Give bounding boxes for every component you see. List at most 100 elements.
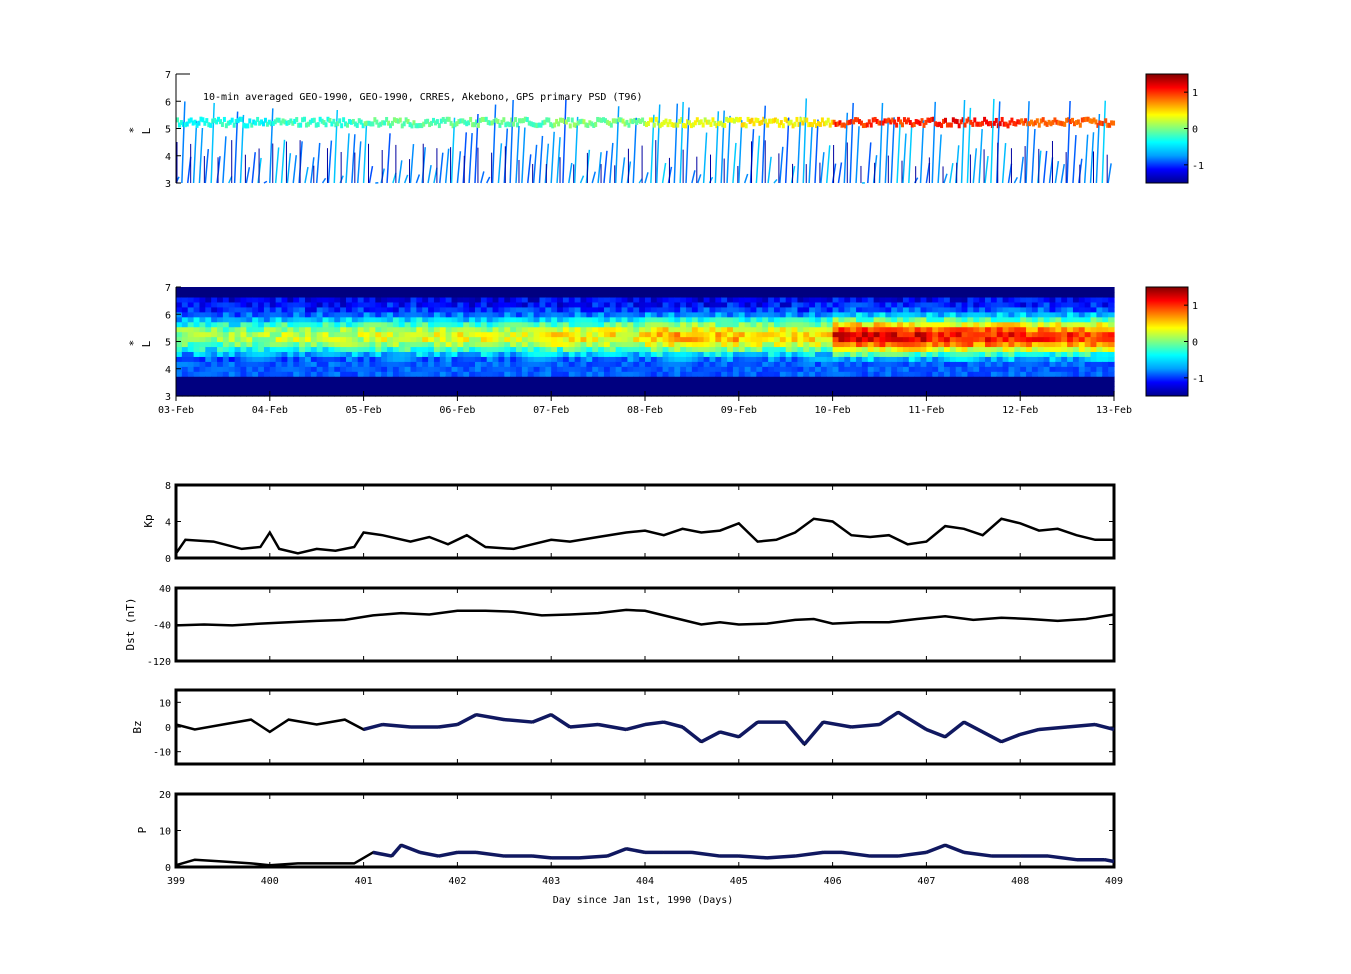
y-tick-label: 4 xyxy=(165,518,171,529)
psd-reanalysis-cell xyxy=(727,296,734,303)
psd-reanalysis-cell xyxy=(832,306,840,313)
psd-reanalysis-cell xyxy=(1090,311,1098,318)
psd-reanalysis-cell xyxy=(1090,341,1098,348)
psd-reanalysis-cell xyxy=(815,301,822,308)
psd-reanalysis-cell xyxy=(709,361,716,367)
psd-reanalysis-cell xyxy=(797,326,804,333)
psd-reanalysis-cell xyxy=(504,376,511,382)
psd-reanalysis-cell xyxy=(545,361,552,367)
psd-observation-cell xyxy=(254,120,258,126)
psd-observation-cell xyxy=(899,119,903,125)
psd-reanalysis-cell xyxy=(516,291,523,298)
psd-reanalysis-cell xyxy=(351,351,359,357)
psd-observation-pass xyxy=(456,151,462,184)
psd-reanalysis-cell xyxy=(304,366,312,372)
psd-reanalysis-cell xyxy=(662,351,670,357)
psd-reanalysis-cell xyxy=(938,386,945,392)
psd-observation-cell xyxy=(1076,119,1080,125)
psd-reanalysis-cell xyxy=(885,386,892,392)
psd-reanalysis-cell xyxy=(668,331,675,338)
psd-reanalysis-cell xyxy=(516,376,523,382)
psd-reanalysis-cell xyxy=(645,331,652,338)
psd-observation-cell xyxy=(584,122,588,128)
psd-reanalysis-cell xyxy=(850,321,857,328)
psd-reanalysis-cell xyxy=(222,361,230,367)
psd-reanalysis-cell xyxy=(527,287,535,293)
psd-reanalysis-cell xyxy=(803,311,810,318)
psd-observation-pass xyxy=(351,134,356,184)
psd-reanalysis-cell xyxy=(211,341,218,348)
psd-reanalysis-cell xyxy=(357,391,365,397)
psd-reanalysis-cell xyxy=(856,326,863,333)
psd-reanalysis-cell xyxy=(410,311,417,318)
psd-reanalysis-cell xyxy=(1049,371,1056,377)
psd-observation-cell xyxy=(957,123,961,129)
psd-reanalysis-cell xyxy=(404,316,412,323)
psd-reanalysis-cell xyxy=(1061,326,1068,333)
psd-observation-cell xyxy=(234,119,238,125)
psd-reanalysis-cell xyxy=(211,336,218,343)
psd-observation-cell xyxy=(265,121,269,127)
psd-reanalysis-cell xyxy=(1096,291,1103,298)
psd-observation-cell xyxy=(1055,119,1059,125)
psd-observation-cell xyxy=(797,121,801,127)
psd-reanalysis-cell xyxy=(709,341,716,348)
psd-reanalysis-cell xyxy=(691,287,699,293)
psd-reanalysis-cell xyxy=(217,296,224,303)
psd-reanalysis-cell xyxy=(715,311,722,318)
psd-reanalysis-cell xyxy=(516,381,523,387)
psd-reanalysis-cell xyxy=(797,391,804,397)
psd-reanalysis-cell xyxy=(269,336,277,343)
psd-observation-cell xyxy=(687,120,691,126)
psd-reanalysis-cell xyxy=(732,371,740,377)
psd-reanalysis-cell xyxy=(598,371,605,377)
psd-reanalysis-cell xyxy=(527,351,535,357)
psd-reanalysis-cell xyxy=(621,331,629,338)
psd-reanalysis-cell xyxy=(457,336,464,343)
psd-reanalysis-cell xyxy=(422,331,429,338)
psd-reanalysis-cell xyxy=(181,346,189,353)
psd-reanalysis-cell xyxy=(815,341,822,348)
psd-reanalysis-cell xyxy=(603,291,611,298)
psd-reanalysis-cell xyxy=(281,326,288,333)
psd-reanalysis-cell xyxy=(1002,371,1010,377)
psd-observation-cell xyxy=(283,119,287,125)
psd-observation-cell xyxy=(670,122,674,128)
psd-reanalysis-cell xyxy=(844,386,851,392)
psd-observation-cell xyxy=(596,116,600,122)
psd-reanalysis-cell xyxy=(926,301,933,308)
psd-reanalysis-cell xyxy=(480,301,488,308)
psd-reanalysis-cell xyxy=(1084,381,1092,387)
psd-reanalysis-cell xyxy=(568,341,576,348)
psd-reanalysis-cell xyxy=(873,381,881,387)
psd-reanalysis-cell xyxy=(850,391,857,397)
psd-reanalysis-cell xyxy=(304,291,312,298)
psd-reanalysis-cell xyxy=(234,386,242,392)
psd-reanalysis-cell xyxy=(433,311,441,318)
psd-observation-cell xyxy=(344,121,348,127)
psd-observation-cell xyxy=(519,118,523,124)
psd-reanalysis-cell xyxy=(1102,311,1109,318)
psd-reanalysis-cell xyxy=(703,366,711,372)
psd-reanalysis-cell xyxy=(1014,326,1021,333)
psd-reanalysis-cell xyxy=(803,386,810,392)
psd-reanalysis-cell xyxy=(955,321,963,328)
psd-observation-pass xyxy=(855,126,860,184)
psd-reanalysis-cell xyxy=(744,321,752,328)
psd-reanalysis-cell xyxy=(187,296,195,303)
series-hires-segment xyxy=(1104,857,1115,864)
psd-reanalysis-cell xyxy=(217,321,224,328)
psd-reanalysis-cell xyxy=(973,301,980,308)
psd-reanalysis-cell xyxy=(539,351,546,357)
psd-observation-cell xyxy=(1053,117,1057,123)
psd-reanalysis-cell xyxy=(1084,386,1092,392)
psd-reanalysis-cell xyxy=(721,361,728,367)
psd-reanalysis-cell xyxy=(773,391,781,397)
psd-reanalysis-cell xyxy=(932,341,939,348)
psd-reanalysis-cell xyxy=(820,391,828,397)
psd-reanalysis-cell xyxy=(346,336,353,343)
psd-reanalysis-cell xyxy=(1002,351,1010,357)
psd-reanalysis-cell xyxy=(1049,386,1056,392)
psd-observation-cell xyxy=(795,116,799,122)
psd-observation-cell xyxy=(299,122,303,128)
